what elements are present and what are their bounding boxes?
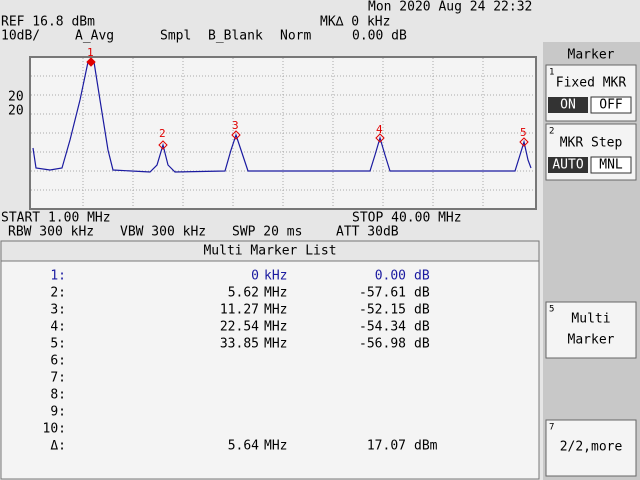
level-unit: dBm (414, 439, 438, 454)
datetime: Mon 2020 Aug 24 22:32 (368, 0, 532, 15)
frequency: 5.62 (228, 286, 259, 301)
frequency-unit: MHz (264, 320, 287, 335)
level: -57.61 (359, 286, 406, 301)
frequency-unit: MHz (264, 286, 287, 301)
scale: 10dB/ (1, 29, 40, 44)
marker-label: 1 (87, 46, 94, 59)
scale-label: 20 (8, 104, 24, 119)
level: -52.15 (359, 303, 406, 318)
row-index: 1: (50, 269, 66, 284)
marker-label: 2 (159, 127, 166, 140)
level: -54.34 (359, 320, 406, 335)
softkey-label: Marker (568, 333, 615, 348)
marker-label: 3 (232, 119, 239, 132)
frequency: 0 (251, 269, 259, 284)
sample: Smpl (160, 29, 191, 44)
level-unit: dB (414, 320, 430, 335)
level-unit: dB (414, 303, 430, 318)
sweep: SWP 20 ms (232, 225, 302, 240)
softkey-label: MKR Step (560, 136, 623, 151)
marker-list-panel (0, 240, 540, 480)
softkey[interactable]: 5 Multi Marker (545, 301, 637, 359)
marker-rows: 1: 0 kHz 0.00 dB 2: 5.62 MHz -57.61 dB 3: 11.27 MHz -… (43, 269, 438, 454)
level-unit: dB (414, 337, 430, 352)
row-index: 3: (50, 303, 66, 318)
row-index: 10: (43, 422, 66, 437)
blank: B_Blank (208, 29, 263, 44)
row-index: 8: (50, 388, 66, 403)
row-index: 2: (50, 286, 66, 301)
rbw: RBW 300 kHz (8, 225, 94, 240)
frequency-unit: MHz (264, 337, 287, 352)
scale-label: 20 (8, 90, 24, 105)
frequency: 11.27 (220, 303, 259, 318)
marker-diamonds (86, 57, 529, 150)
level: 0.00 (375, 269, 406, 284)
vbw: VBW 300 kHz (120, 225, 206, 240)
softkey-label: Fixed MKR (556, 76, 627, 91)
row-index: 4: (50, 320, 66, 335)
option-on: ON (560, 98, 576, 113)
option-auto: AUTO (552, 158, 583, 173)
frequency: 22.54 (220, 320, 259, 335)
softkey-title: Marker (568, 48, 615, 63)
marker-list-header (0, 240, 540, 262)
row-index: 6: (50, 354, 66, 369)
marker-label: 4 (376, 123, 383, 136)
row-index: 7: (50, 371, 66, 386)
softkey[interactable]: 1 Fixed MKR ON OFF (545, 64, 637, 122)
stop-freq: STOP 40.00 MHz (352, 211, 462, 226)
ref-level: REF 16.8 dBm (1, 15, 95, 30)
frequency-unit: MHz (264, 439, 287, 454)
marker-list-title: Multi Marker List (203, 244, 336, 259)
level: -56.98 (359, 337, 406, 352)
softkey-number: 2 (549, 127, 554, 137)
softkey-label: Multi (571, 312, 610, 327)
marker-delta: MK∆ 0 kHz (320, 15, 390, 30)
row-index: 5: (50, 337, 66, 352)
frequency: 5.64 (228, 439, 259, 454)
mode: Norm (280, 29, 311, 44)
delta-level: 0.00 dB (352, 29, 407, 44)
option-mnl: MNL (599, 158, 623, 173)
softkey-number: 1 (549, 68, 554, 78)
softkey-label: 2/2,more (560, 440, 623, 455)
start-freq: START 1.00 MHz (1, 211, 111, 226)
softkey[interactable]: 2 MKR Step AUTO MNL (545, 123, 637, 181)
row-index: Δ: (50, 439, 66, 454)
softkey-number: 7 (549, 423, 554, 433)
level-unit: dB (414, 286, 430, 301)
softkey-number: 5 (549, 305, 554, 315)
frequency-unit: kHz (264, 269, 287, 284)
frequency: 33.85 (220, 337, 259, 352)
grid (31, 58, 535, 208)
trace (32, 61, 532, 173)
attenuation: ATT 30dB (336, 225, 399, 240)
level-unit: dB (414, 269, 430, 284)
level: 17.07 (367, 439, 406, 454)
marker-label: 5 (520, 126, 527, 139)
option-off: OFF (599, 98, 623, 113)
softkey[interactable]: 7 2/2,more (545, 419, 637, 477)
row-index: 9: (50, 405, 66, 420)
detector: A_Avg (75, 29, 114, 44)
frequency-unit: MHz (264, 303, 287, 318)
